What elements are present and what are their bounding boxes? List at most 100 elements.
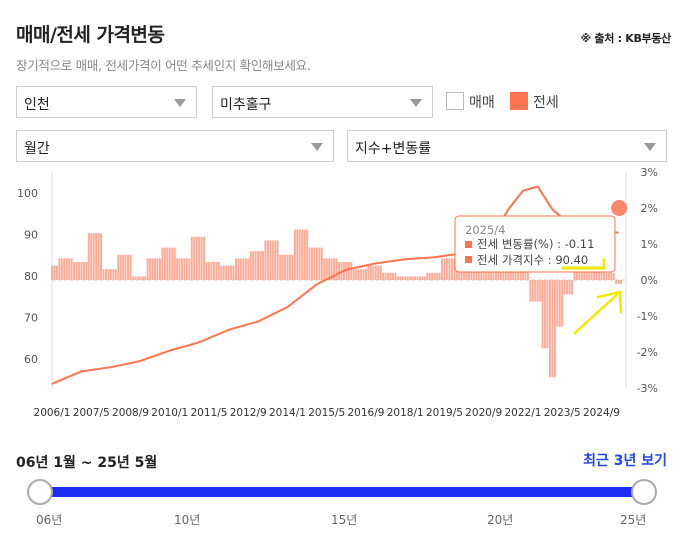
- rate-bar: [181, 258, 183, 280]
- y-right-tick-label: 0%: [641, 274, 658, 287]
- rate-bar: [178, 258, 181, 280]
- rate-bar: [200, 236, 203, 280]
- chevron-down-icon: [644, 143, 656, 151]
- price-change-chart[interactable]: 100 90 80 70 60 3% 2% 1% 0% -1% -2% -3% 2006/1 2007/5…: [0, 160, 683, 430]
- rate-bar: [286, 254, 289, 280]
- current-point-marker: [611, 200, 628, 216]
- rate-bar: [119, 254, 122, 280]
- rate-bar: [595, 269, 598, 280]
- range-tick-label: 25년: [620, 513, 647, 527]
- rate-bar: [583, 265, 586, 280]
- rate-bar: [112, 269, 115, 280]
- recent-3-years-button[interactable]: 최근 3년 보기: [583, 453, 667, 469]
- rate-bar: [252, 251, 255, 280]
- region-select[interactable]: 인천: [16, 86, 197, 118]
- rate-bar: [232, 265, 235, 280]
- rate-bar: [453, 258, 456, 280]
- rate-bar: [551, 280, 554, 378]
- range-tick-label: 06년: [36, 513, 63, 527]
- rate-bar: [168, 247, 171, 280]
- rate-bar: [563, 280, 566, 295]
- rate-bar: [293, 229, 296, 280]
- tooltip-index: 전세 가격지수 : 90.40: [477, 253, 588, 267]
- period-select[interactable]: 월간: [16, 130, 334, 162]
- rate-bar: [100, 233, 103, 280]
- chart-overlay: 2025/4전세 변동률(%) : -0.11 전세 가격지수 : 90.40: [454, 200, 628, 335]
- range-tick-label: 15년: [331, 513, 358, 527]
- rate-bar: [384, 272, 387, 280]
- rate-bar: [139, 276, 142, 280]
- rate-bar: [318, 247, 321, 280]
- x-tick-label: 2016/9: [348, 407, 385, 419]
- rate-bar: [423, 276, 426, 280]
- y-left-tick-label: 70: [24, 311, 38, 324]
- rate-bar: [421, 276, 424, 280]
- rate-bar: [298, 229, 301, 280]
- chevron-down-icon: [174, 99, 186, 107]
- tooltip-rate: 전세 변동률(%) : -0.11: [477, 237, 594, 251]
- rate-bar: [548, 280, 551, 378]
- rate-bar: [313, 247, 316, 280]
- rate-bar: [445, 258, 448, 280]
- rate-bar: [107, 269, 110, 280]
- x-tick-label: 2010/1: [151, 407, 188, 419]
- rate-bar: [80, 262, 83, 280]
- rate-bar: [239, 258, 242, 280]
- rate-bar: [257, 251, 260, 280]
- x-tick-label: 2023/5: [544, 407, 581, 419]
- index-series-line: [51, 185, 619, 385]
- rate-bar: [271, 240, 274, 280]
- rate-bar: [281, 254, 284, 280]
- rate-bar: [308, 247, 311, 280]
- rate-bar: [404, 276, 407, 280]
- rate-bar: [610, 272, 613, 280]
- rate-bar: [531, 280, 534, 302]
- rate-bar: [438, 272, 441, 280]
- rate-bar: [401, 276, 404, 280]
- district-select[interactable]: 미추홀구: [212, 86, 433, 118]
- rate-bar: [193, 236, 196, 280]
- date-range-track[interactable]: [40, 487, 644, 497]
- range-end-handle[interactable]: [631, 479, 657, 505]
- rate-bar: [55, 265, 58, 280]
- rate-bar: [360, 269, 363, 280]
- rate-bar: [590, 269, 593, 280]
- chevron-down-icon: [311, 143, 323, 151]
- rate-bar: [593, 269, 596, 280]
- rate-bar: [617, 280, 620, 284]
- rate-bar: [450, 258, 453, 280]
- rate-bar: [387, 272, 390, 280]
- rate-bar: [333, 258, 336, 280]
- rate-bar: [87, 233, 90, 280]
- rate-bar: [443, 258, 446, 280]
- x-tick-label: 2012/9: [230, 407, 267, 419]
- rate-bar: [60, 258, 63, 280]
- rate-bar: [208, 262, 210, 280]
- rate-bar: [539, 280, 542, 302]
- y-right-tick-label: -3%: [637, 382, 658, 395]
- rate-bar: [323, 258, 326, 280]
- rate-bar: [347, 262, 350, 280]
- rate-bar: [183, 258, 186, 280]
- checkbox-sale-box[interactable]: [446, 92, 464, 110]
- rate-bar: [288, 254, 291, 280]
- rate-bar: [166, 247, 169, 280]
- rate-bar: [365, 269, 367, 280]
- rate-bar: [237, 258, 240, 280]
- rate-bar: [411, 276, 414, 280]
- rate-bar: [406, 276, 409, 280]
- checkbox-jeonse-box[interactable]: [510, 92, 528, 110]
- rate-bar: [53, 265, 56, 280]
- metric-select[interactable]: 지수+변동률: [347, 130, 667, 162]
- rate-bar: [124, 254, 127, 280]
- rate-bar: [338, 262, 340, 280]
- y-left-tick-label: 90: [24, 228, 38, 241]
- tooltip-index-swatch: [465, 256, 472, 263]
- rate-bar: [389, 272, 392, 280]
- rate-bar: [303, 229, 306, 280]
- range-tick-label: 10년: [174, 513, 201, 527]
- rate-bar: [195, 236, 198, 280]
- rate-bar: [198, 236, 201, 280]
- rate-bar: [51, 265, 53, 280]
- range-start-handle[interactable]: [27, 479, 53, 505]
